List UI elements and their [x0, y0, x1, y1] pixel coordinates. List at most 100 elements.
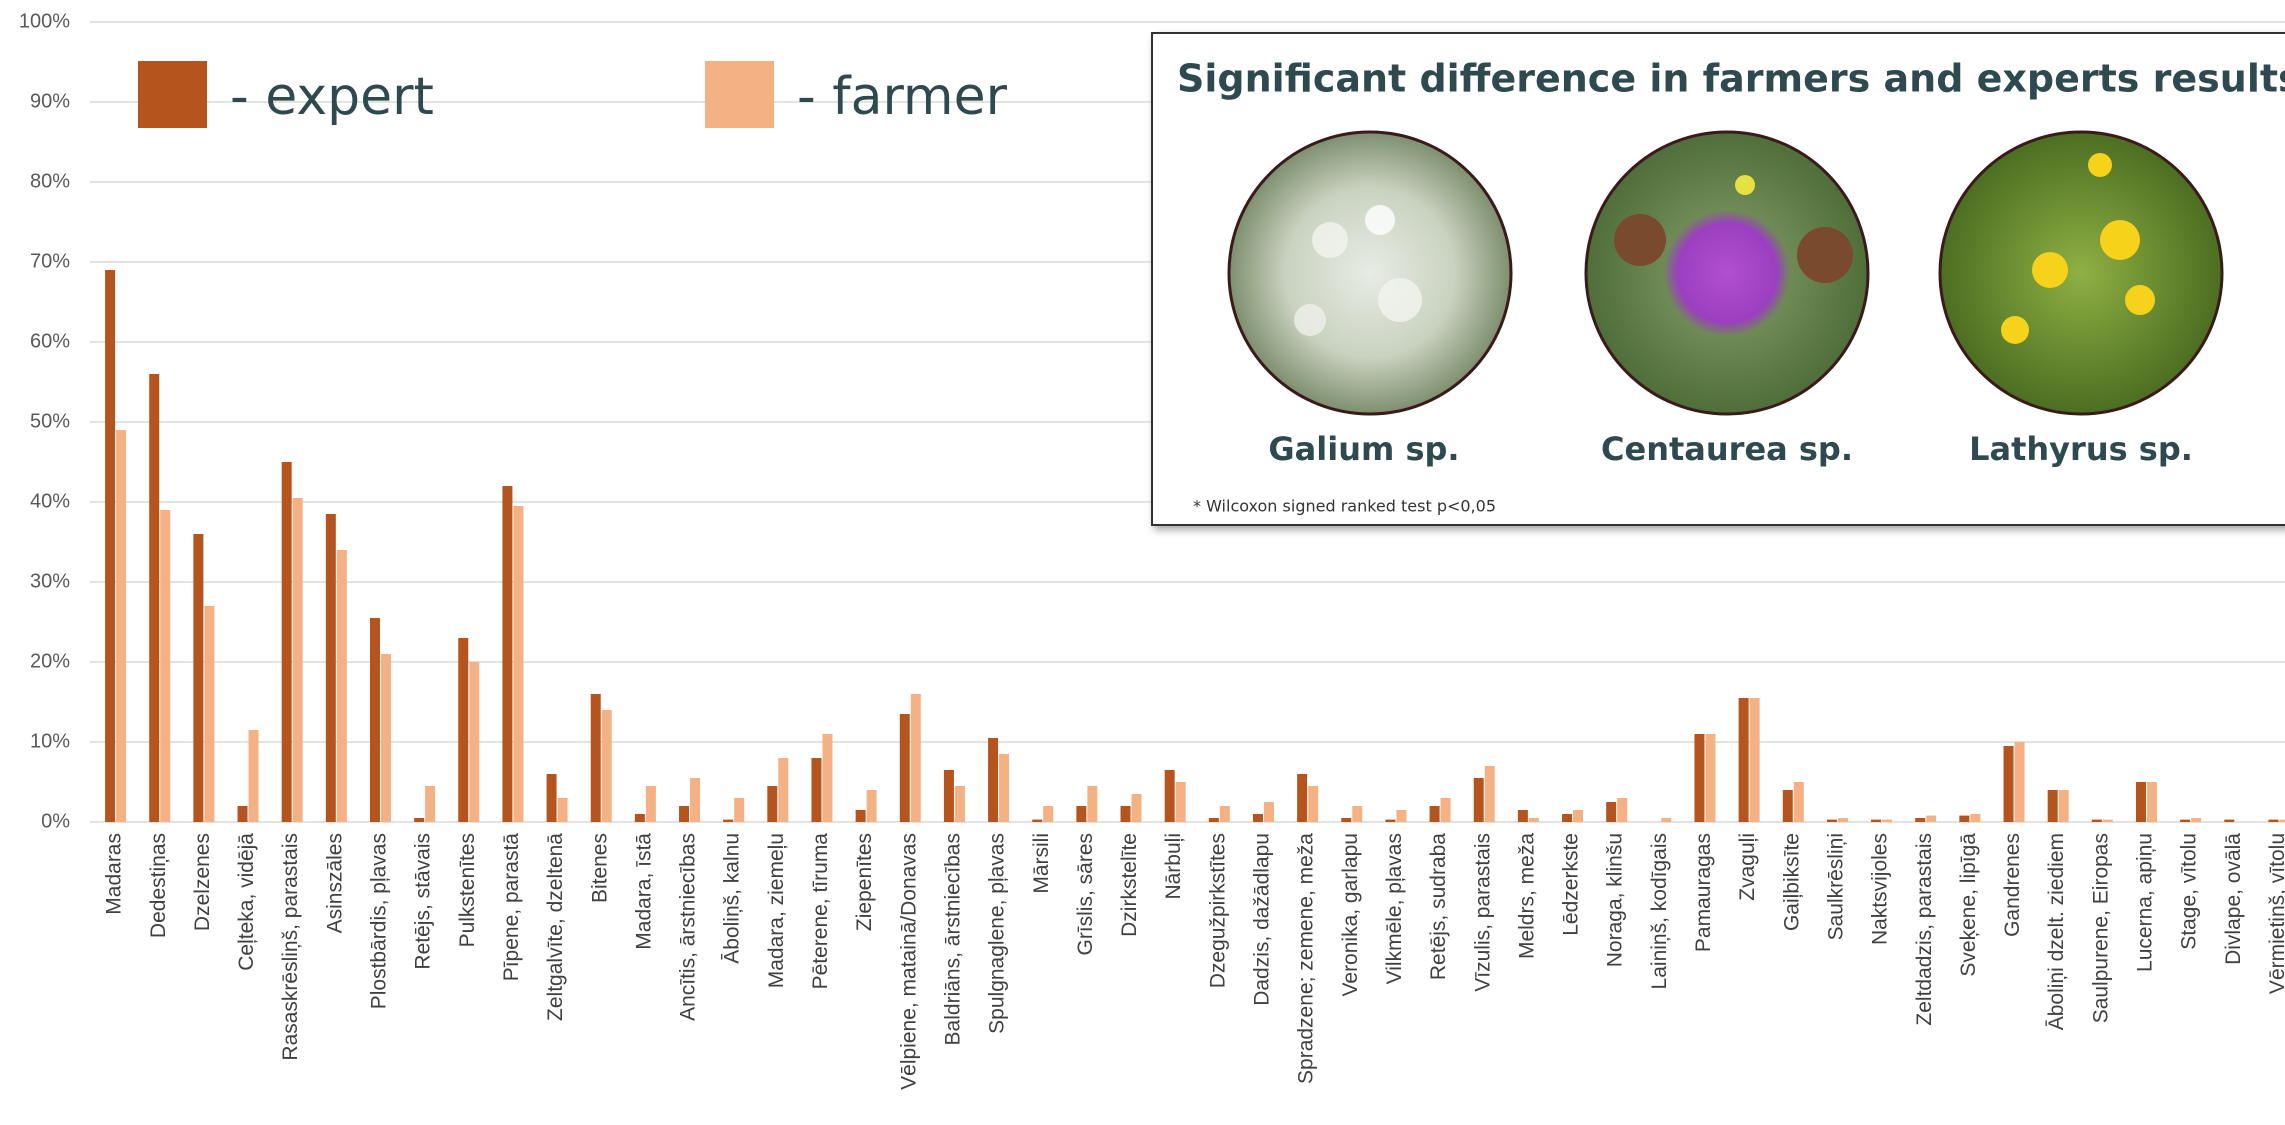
- bar: [325, 514, 336, 822]
- y-tick-label: 80%: [30, 170, 70, 192]
- x-tick-label: Noraga, klinšu: [1604, 833, 1627, 967]
- bar: [1826, 819, 1837, 822]
- bar: [1473, 778, 1484, 822]
- bar: [546, 774, 557, 822]
- bar: [1131, 794, 1142, 822]
- x-tick-label: Pamauragas: [1692, 833, 1715, 952]
- panel-title: Significant difference in farmers and ex…: [1177, 57, 2285, 101]
- bar: [811, 758, 822, 822]
- bar: [160, 510, 171, 822]
- bar: [2191, 818, 2202, 822]
- bar: [778, 758, 789, 822]
- x-tick-label: Pulkstenītes: [456, 833, 479, 947]
- legend: - expert - farmer: [138, 61, 1008, 128]
- y-tick-label: 70%: [30, 250, 70, 272]
- bar: [1429, 806, 1440, 822]
- bar: [105, 270, 116, 822]
- bar: [634, 814, 645, 822]
- info-panel: Significant difference in farmers and ex…: [1151, 32, 2285, 526]
- x-tick-label: Sveķene, lipīgā: [1957, 833, 1980, 977]
- legend-label: - farmer: [797, 67, 1008, 127]
- bar: [822, 734, 833, 822]
- bar: [1705, 734, 1716, 822]
- x-tick-label: Zvaguļi: [1736, 833, 1759, 901]
- bar: [1341, 818, 1352, 822]
- x-tick-label: Rasaskrēsliņš, parastais: [279, 833, 302, 1061]
- x-tick-label: Spradzene; zemene, meža: [1295, 833, 1318, 1084]
- x-tick-label: Āboliņš, kalnu: [721, 833, 744, 964]
- plot-area: 0% 10% 20% 30% 40% 50% 60% 70% 80% 90% 100% Madaras…: [19, 10, 2285, 1090]
- bar: [1528, 818, 1539, 822]
- bar: [1219, 806, 1230, 822]
- panel-caption: Centaurea sp.: [1601, 430, 1853, 468]
- x-tick-label: Zeltgalvīte, dzeltenā: [544, 833, 567, 1021]
- bar: [1087, 786, 1098, 822]
- x-tick-label: Baldriāns, ārstniecības: [941, 833, 964, 1045]
- x-tick-label: Vilkmēle, pļavas: [1383, 833, 1406, 984]
- bar: [193, 534, 204, 822]
- x-tick-label: Gandrenes: [2001, 833, 2024, 937]
- x-tick-label: Naktsvijoles: [1869, 833, 1892, 945]
- bar: [1562, 814, 1573, 822]
- x-tick-label: Dzirkstelīte: [1118, 833, 1141, 937]
- x-tick-label: Divlape, ovālā: [2222, 833, 2245, 965]
- x-tick-label: Dedestiņas: [147, 833, 170, 938]
- bar: [679, 806, 690, 822]
- x-tick-label: Retējs, stāvais: [412, 833, 435, 970]
- bar: [1175, 782, 1186, 822]
- bar: [2003, 746, 2014, 822]
- plant-image: [1584, 130, 1870, 416]
- bar: [458, 638, 469, 822]
- bar: [1120, 806, 1131, 822]
- y-tick-label: 0%: [41, 810, 70, 832]
- bar: [1043, 806, 1054, 822]
- x-tick-label: Veronika, garlapu: [1339, 833, 1362, 996]
- x-tick-label: Spulgnaglene, pļavas: [986, 833, 1009, 1034]
- bar: [1871, 819, 1882, 822]
- bar: [2058, 790, 2069, 822]
- x-tick-label: Ziepenītes: [853, 833, 876, 931]
- x-tick-label: Mārsili: [1030, 833, 1053, 894]
- bar: [469, 662, 480, 822]
- bar: [1396, 810, 1407, 822]
- bar: [2180, 819, 2191, 822]
- x-tick-label: Vērmietiņš, vītolu: [2266, 833, 2285, 994]
- x-tick-label: Gaiļbiksīte: [1780, 833, 1803, 931]
- bar: [1837, 818, 1848, 822]
- legend-label: - expert: [230, 67, 434, 127]
- bar: [1617, 798, 1628, 822]
- bar: [1032, 819, 1043, 822]
- y-tick-label: 100%: [19, 10, 70, 32]
- bar: [380, 654, 391, 822]
- x-tick-label: Plostbārdis, pļavas: [368, 833, 391, 1009]
- x-tick-label: Vēlpiene, matainā/Donavas: [897, 833, 920, 1090]
- bar: [414, 818, 425, 822]
- bar: [2135, 782, 2146, 822]
- bar: [502, 486, 513, 822]
- plant-image: [1938, 130, 2224, 416]
- x-tick-label: Āboliņi dzelt. ziediem: [2045, 833, 2068, 1030]
- x-tick-label: Ancītis, ārstniecības: [677, 833, 700, 1021]
- bar: [204, 606, 215, 822]
- bar: [1782, 790, 1793, 822]
- bar: [1164, 770, 1175, 822]
- legend-swatch: [705, 61, 774, 128]
- bar: [899, 714, 910, 822]
- bar: [237, 806, 248, 822]
- bar: [2279, 819, 2285, 822]
- bar: [1749, 698, 1760, 822]
- bar: [767, 786, 778, 822]
- bar: [1263, 802, 1274, 822]
- y-tick-label: 20%: [30, 650, 70, 672]
- x-tick-label: Nārbuļi: [1162, 833, 1185, 900]
- panel-caption: Lathyrus sp.: [1969, 430, 2193, 468]
- x-tick-label: Asinszāles: [323, 833, 346, 933]
- bar: [1738, 698, 1749, 822]
- bar: [513, 506, 524, 822]
- bar: [557, 798, 568, 822]
- bar: [954, 786, 965, 822]
- y-tick-label: 10%: [30, 730, 70, 752]
- x-tick-label: Dadzis, dažādlapu: [1251, 833, 1274, 1006]
